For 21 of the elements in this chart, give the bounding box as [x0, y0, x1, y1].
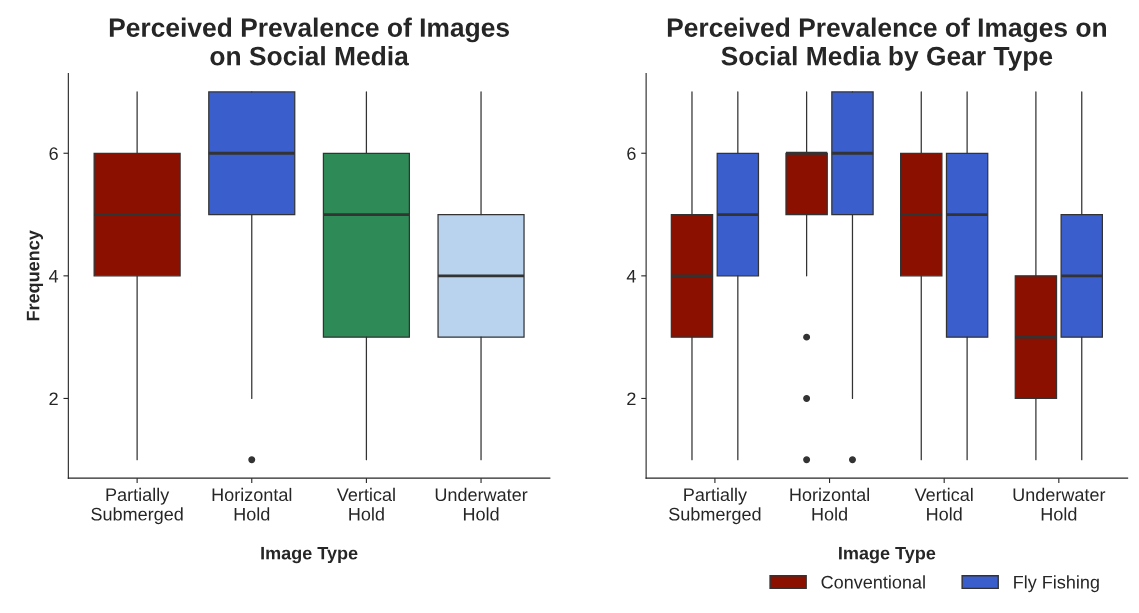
y-tick-label: 2	[627, 392, 636, 405]
x-axis-title: Image Type	[839, 546, 936, 564]
y-tick-label: 6	[49, 147, 58, 160]
y-axis-title: Frequency	[26, 230, 44, 321]
x-tick-label: Partially Submerged	[91, 487, 183, 525]
legend-label: Conventional	[821, 575, 925, 589]
y-tick-label: 4	[626, 269, 636, 283]
x-tick-label: Underwater Hold	[1013, 487, 1106, 521]
legend-label: Fly Fishing	[1014, 575, 1099, 593]
chart-title: Perceived Prevalence of Images on Social Media by Gear Type	[667, 17, 1106, 71]
chart-title: Perceived Prevalence of Images on Social Media	[109, 17, 509, 66]
y-tick-label: 2	[49, 392, 58, 405]
x-tick-label: Vertical Hold	[914, 487, 973, 521]
x-tick-label: Underwater Hold	[435, 487, 528, 521]
x-tick-label: Partially Submerged	[669, 487, 761, 525]
x-tick-label: Horizontal Hold	[212, 487, 292, 521]
y-tick-label: 4	[48, 269, 59, 283]
x-axis-title: Image Type	[261, 546, 358, 564]
x-tick-label: Vertical Hold	[336, 487, 395, 521]
y-tick-label: 6	[627, 147, 636, 160]
x-tick-label: Horizontal Hold	[790, 487, 869, 521]
